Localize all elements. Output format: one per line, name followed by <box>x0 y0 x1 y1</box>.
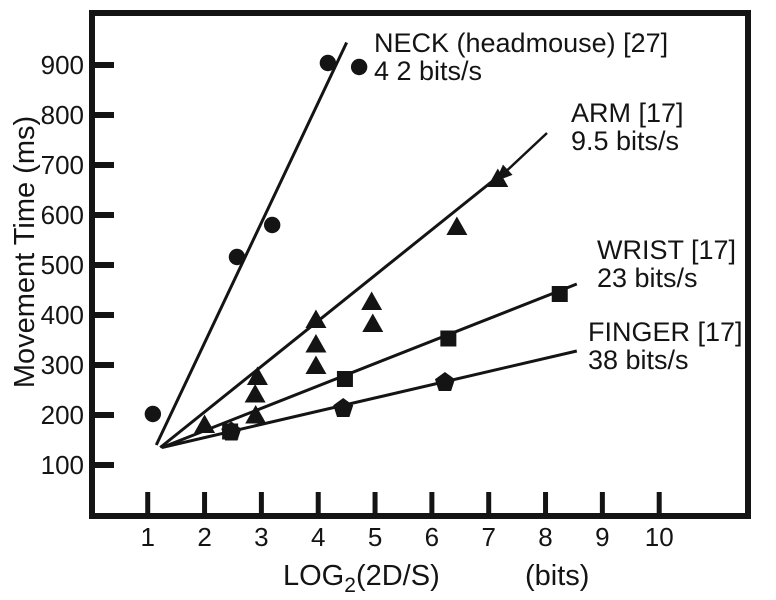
data-point-arm <box>194 414 216 433</box>
x-tick-label: 8 <box>538 522 552 552</box>
data-point-neck <box>228 248 246 266</box>
x-tick-label: 4 <box>311 522 325 552</box>
plot-frame <box>89 10 751 519</box>
y-tick-label: 400 <box>41 300 84 330</box>
y-tick-label: 500 <box>41 250 84 280</box>
data-point-arm <box>487 168 509 187</box>
data-point-arm <box>244 384 266 403</box>
data-point-neck <box>350 58 368 76</box>
data-point-arm <box>305 355 327 374</box>
data-point-neck <box>144 405 162 423</box>
fit-line-wrist <box>161 282 578 449</box>
data-point-arm <box>246 366 268 385</box>
data-point-finger <box>333 398 354 417</box>
data-point-arm <box>305 334 327 353</box>
data-point-neck <box>263 216 281 234</box>
data-point-wrist <box>551 286 568 302</box>
y-tick-label: 700 <box>41 150 84 180</box>
fit-line-neck <box>154 41 348 446</box>
series-rate-label-wrist: 23 bits/s <box>597 263 698 293</box>
series-rate-label-neck: 4 2 bits/s <box>374 56 482 86</box>
data-point-arm <box>305 309 327 328</box>
data-point-wrist <box>336 371 353 387</box>
x-tick-label: 7 <box>481 522 495 552</box>
y-axis-label: Movement Time (ms) <box>9 116 41 388</box>
series-rate-label-arm: 9.5 bits/s <box>571 126 679 156</box>
data-point-arm <box>245 405 267 424</box>
data-point-arm <box>361 291 383 310</box>
fit-line-arm <box>159 173 502 449</box>
x-axis-unit-label: (bits) <box>525 560 589 592</box>
x-tick-label: 6 <box>425 522 439 552</box>
series-rate-label-finger: 38 bits/s <box>588 345 689 375</box>
x-tick-label: 9 <box>595 522 609 552</box>
y-tick-label: 300 <box>41 350 84 380</box>
series-label-arm: ARM [17] <box>571 98 684 128</box>
x-tick-label: 2 <box>197 522 211 552</box>
x-tick-label: 5 <box>368 522 382 552</box>
x-tick-label: 1 <box>140 522 154 552</box>
data-point-arm <box>446 216 468 235</box>
series-label-wrist: WRIST [17] <box>597 235 736 265</box>
y-tick-label: 900 <box>41 50 84 80</box>
data-point-finger <box>434 372 455 391</box>
y-tick-label: 100 <box>41 450 84 480</box>
y-tick-label: 800 <box>41 100 84 130</box>
y-tick-label: 200 <box>41 400 84 430</box>
data-point-wrist <box>440 330 457 347</box>
x-axis-label: LOG2(2D/S) <box>283 560 440 597</box>
series-label-neck: NECK (headmouse) [27] <box>374 28 668 58</box>
series-label-finger: FINGER [17] <box>588 317 743 347</box>
data-point-finger <box>221 421 242 441</box>
y-tick-label: 600 <box>41 200 84 230</box>
data-point-neck <box>319 54 337 72</box>
x-tick-label: 10 <box>645 522 674 552</box>
data-point-arm <box>362 313 384 332</box>
x-tick-label: 3 <box>254 522 268 552</box>
